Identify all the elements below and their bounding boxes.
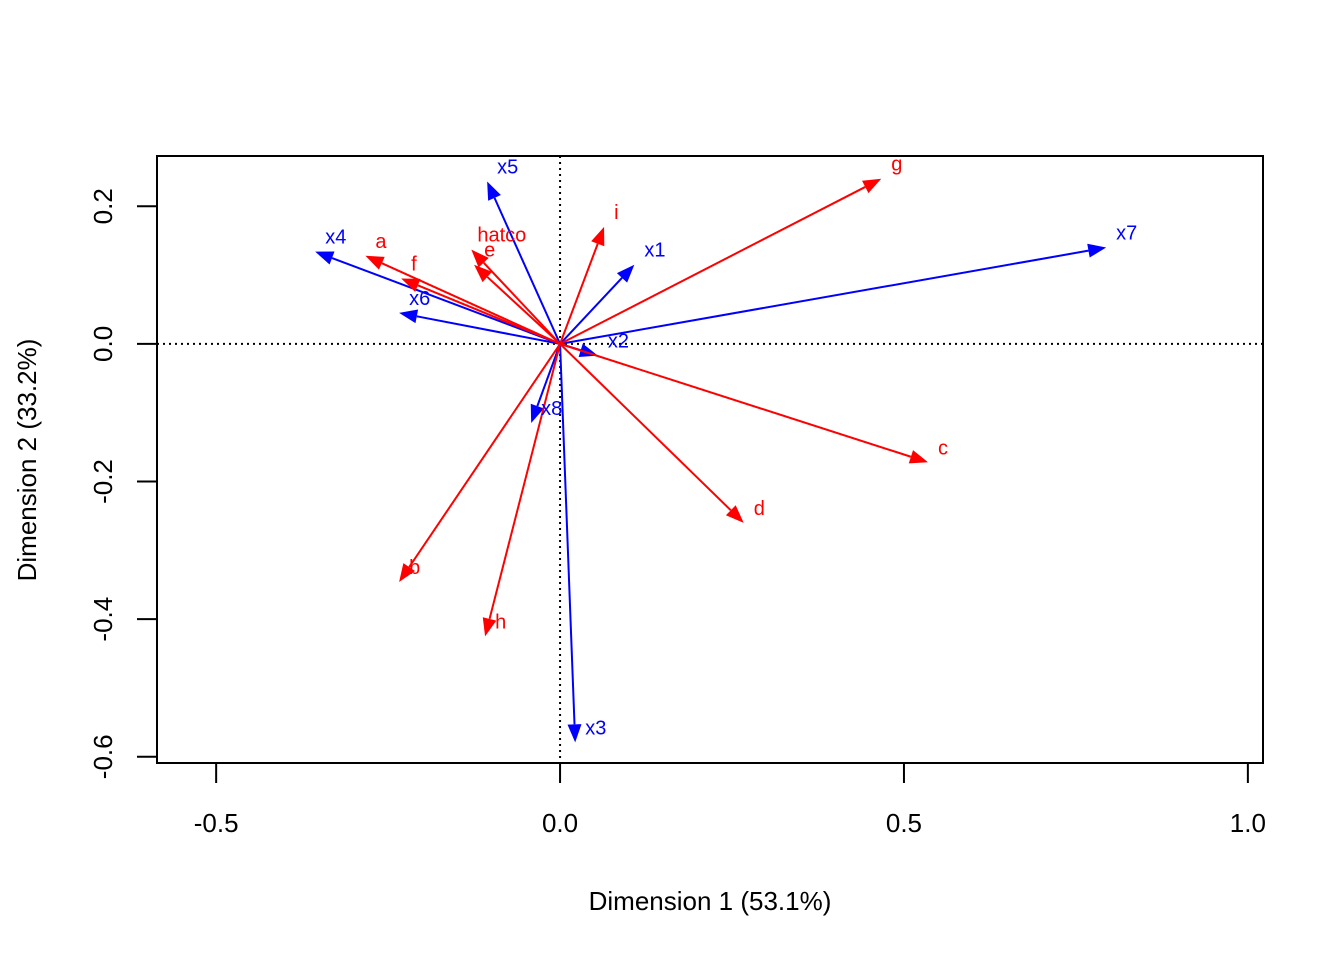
y-tick-label: 0.0 xyxy=(88,326,118,362)
vector-label-c: c xyxy=(938,437,948,459)
x-tick-label: 1.0 xyxy=(1230,808,1266,838)
vector-g-shaft xyxy=(559,186,866,345)
vector-label-f: f xyxy=(411,254,417,276)
vector-x3-shaft xyxy=(559,343,576,725)
x-tick-label: 0.5 xyxy=(886,808,922,838)
vector-i-shaft xyxy=(559,243,599,345)
vector-g-arrowhead xyxy=(862,178,882,194)
x-tick-label: -0.5 xyxy=(194,808,239,838)
vector-x6-arrowhead xyxy=(399,309,419,324)
y-tick-label: 0.2 xyxy=(88,188,118,224)
vector-b-shaft xyxy=(408,343,561,568)
vector-c-arrowhead xyxy=(908,450,929,464)
vector-h-shaft xyxy=(488,343,562,620)
vector-a-arrowhead xyxy=(365,255,385,270)
vector-label-x4: x4 xyxy=(325,227,346,249)
vector-f-arrowhead xyxy=(401,278,421,292)
vector-x1-shaft xyxy=(559,277,623,345)
vector-label-x2: x2 xyxy=(608,331,629,353)
vector-x3-arrowhead xyxy=(567,724,582,743)
vector-label-i: i xyxy=(614,202,618,224)
vectors xyxy=(315,178,1107,743)
vector-label-d: d xyxy=(754,498,765,520)
reference-lines xyxy=(157,156,1263,763)
vector-label-g: g xyxy=(891,154,902,176)
vector-d-shaft xyxy=(559,343,732,511)
vector-x7-shaft xyxy=(559,249,1089,345)
vector-i-arrowhead xyxy=(591,226,605,247)
vector-label-x8: x8 xyxy=(541,398,562,420)
y-tick-label: -0.6 xyxy=(88,734,118,779)
vector-label-x6: x6 xyxy=(409,288,430,310)
vector-x8-shaft xyxy=(536,343,561,407)
vector-labels: x1 x2 x3 x4 x5 x6 x7 x8 a b c d e f g h i hatco xyxy=(325,154,1137,740)
y-axis-label: Dimension 2 (33.2%) xyxy=(12,339,42,582)
vector-label-e: e xyxy=(484,240,495,262)
vector-x4-shaft xyxy=(331,257,561,345)
vector-hatco-arrowhead xyxy=(471,249,489,268)
vector-c-shaft xyxy=(559,342,912,458)
vector-f-shaft xyxy=(417,284,561,345)
x-tick-label: 0.0 xyxy=(542,808,578,838)
vector-label-x5: x5 xyxy=(497,156,518,178)
vector-e-shaft xyxy=(486,276,561,345)
vector-x5-shaft xyxy=(493,197,561,345)
vector-a-shaft xyxy=(381,262,561,345)
y-tick-label: -0.4 xyxy=(88,597,118,642)
vector-d-arrowhead xyxy=(725,505,744,523)
vector-x4-arrowhead xyxy=(315,251,335,265)
vector-label-b: b xyxy=(409,557,420,579)
vector-label-x1: x1 xyxy=(644,240,665,262)
vector-x1-arrowhead xyxy=(616,264,635,283)
x-axis-label: Dimension 1 (53.1%) xyxy=(589,886,832,916)
vector-label-a: a xyxy=(375,231,387,253)
vector-b-arrowhead xyxy=(399,563,415,583)
vector-label-x7: x7 xyxy=(1116,223,1137,245)
vector-x6-shaft xyxy=(416,315,561,345)
vector-x7-arrowhead xyxy=(1087,243,1107,258)
vector-hatco-shaft xyxy=(482,262,561,345)
vector-label-hatco: hatco xyxy=(477,225,526,247)
axes: -0.5 0.0 0.5 1.0 0.2 0.0 -0.2 -0.4 -0.6 xyxy=(88,155,1266,838)
y-tick-label: -0.2 xyxy=(88,459,118,504)
vector-x5-arrowhead xyxy=(487,181,501,201)
vector-label-h: h xyxy=(495,611,506,633)
vector-e-arrowhead xyxy=(474,264,493,283)
vector-h-arrowhead xyxy=(482,617,497,637)
vector-label-x3: x3 xyxy=(585,717,606,739)
vector-x8-arrowhead xyxy=(530,403,544,424)
